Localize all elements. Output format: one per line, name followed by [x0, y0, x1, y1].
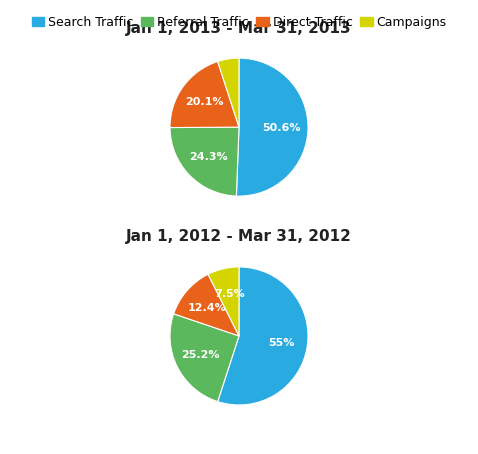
- Text: 20.1%: 20.1%: [185, 97, 224, 107]
- Wedge shape: [217, 267, 308, 405]
- Wedge shape: [174, 274, 239, 336]
- Text: 7.5%: 7.5%: [214, 289, 245, 299]
- Wedge shape: [217, 58, 239, 127]
- Text: 12.4%: 12.4%: [187, 303, 226, 313]
- Text: 50.6%: 50.6%: [262, 123, 301, 133]
- Title: Jan 1, 2012 - Mar 31, 2012: Jan 1, 2012 - Mar 31, 2012: [126, 229, 352, 244]
- Text: 24.3%: 24.3%: [189, 152, 228, 162]
- Wedge shape: [237, 58, 308, 196]
- Wedge shape: [170, 127, 239, 196]
- Text: 55%: 55%: [268, 338, 294, 348]
- Legend: Search Traffic, Referral Traffic, Direct Traffic, Campaigns: Search Traffic, Referral Traffic, Direct…: [27, 11, 451, 34]
- Wedge shape: [208, 267, 239, 336]
- Text: 25.2%: 25.2%: [182, 350, 220, 360]
- Wedge shape: [170, 61, 239, 128]
- Wedge shape: [170, 314, 239, 402]
- Title: Jan 1, 2013 - Mar 31, 2013: Jan 1, 2013 - Mar 31, 2013: [126, 20, 352, 35]
